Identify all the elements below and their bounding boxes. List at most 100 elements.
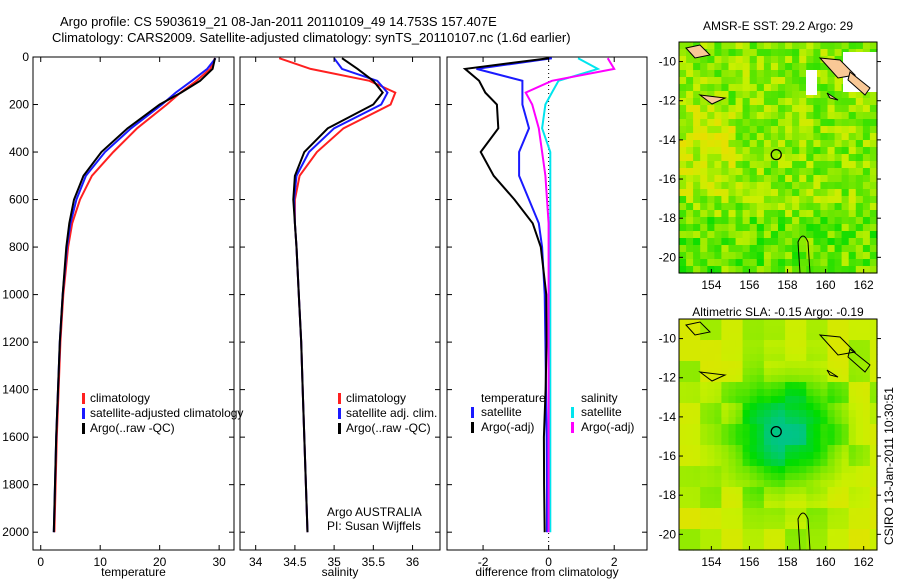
map-cell xyxy=(721,529,730,537)
map-cell xyxy=(770,42,779,50)
map-cell xyxy=(827,49,836,57)
map-cell xyxy=(785,417,793,425)
map-cell xyxy=(749,175,758,183)
map-cell xyxy=(778,112,786,120)
map-cell xyxy=(693,361,701,369)
map-cell xyxy=(820,319,829,327)
map-cell xyxy=(848,238,857,246)
map-cell xyxy=(813,396,822,404)
map-cell xyxy=(806,494,814,502)
map-cell xyxy=(728,459,737,467)
map-cell xyxy=(728,529,737,537)
map-cell xyxy=(820,231,829,239)
map-cell xyxy=(869,431,878,439)
map-cell xyxy=(707,91,715,99)
island-coastline xyxy=(826,92,839,101)
map-cell xyxy=(742,77,751,85)
map-cell xyxy=(742,494,751,502)
map-cell xyxy=(792,431,800,439)
map-cell xyxy=(813,91,822,99)
map-cell xyxy=(848,494,857,502)
map-cell xyxy=(827,154,836,162)
map-cell xyxy=(820,203,829,211)
map-cell xyxy=(855,333,864,341)
map-cell xyxy=(770,410,779,418)
map-cell xyxy=(679,231,687,239)
map-cell xyxy=(799,140,807,148)
map-cell xyxy=(813,501,822,509)
map-cell xyxy=(700,91,708,99)
map-cell xyxy=(799,252,807,260)
map-cell xyxy=(792,382,800,390)
legend-label: Argo(..raw -QC) xyxy=(90,421,175,435)
map-cell xyxy=(785,259,793,267)
map-cell xyxy=(693,473,701,481)
map-cell xyxy=(756,70,765,78)
map-cell xyxy=(792,452,800,460)
map-cell xyxy=(855,382,864,390)
map-cell xyxy=(869,543,878,551)
map-cell xyxy=(862,112,871,120)
map-cell xyxy=(855,403,864,411)
map-cell xyxy=(742,196,751,204)
map-cell xyxy=(869,147,878,155)
map-cell xyxy=(742,245,751,253)
map-cell xyxy=(707,210,715,218)
map-cell xyxy=(714,154,723,162)
map-cell xyxy=(778,515,786,523)
map-cell xyxy=(721,382,730,390)
map-cell xyxy=(693,368,701,376)
map-cell xyxy=(806,522,814,530)
map-cell xyxy=(707,354,715,362)
map-cell xyxy=(742,368,751,376)
map-cell xyxy=(855,105,864,113)
map-cell xyxy=(721,119,730,127)
map-cell xyxy=(756,189,765,197)
map-cell xyxy=(763,480,772,488)
map-cell xyxy=(756,494,765,502)
map-cell xyxy=(742,438,751,446)
y-tick-label: 2000 xyxy=(2,525,29,539)
map-cell xyxy=(806,452,814,460)
map-cell xyxy=(700,231,708,239)
map-cell xyxy=(834,175,843,183)
map-cell xyxy=(686,98,694,106)
map-cell xyxy=(763,396,772,404)
map-cell xyxy=(848,147,857,155)
map-cell xyxy=(778,382,786,390)
map-cell xyxy=(707,389,715,397)
map-cell xyxy=(763,238,772,246)
map-cell xyxy=(827,431,836,439)
map-cell xyxy=(848,91,857,99)
map-cell xyxy=(813,182,822,190)
map-cell xyxy=(693,508,701,516)
map-cell xyxy=(813,49,822,57)
map-cell xyxy=(792,112,800,120)
map-cell xyxy=(820,389,829,397)
map-cell xyxy=(728,112,737,120)
map-cell xyxy=(707,501,715,509)
map-cell xyxy=(785,396,793,404)
map-cell xyxy=(714,396,723,404)
map-cell xyxy=(721,266,730,274)
map-cell xyxy=(799,326,807,334)
y-tick-label: -16 xyxy=(659,449,677,463)
map-frame xyxy=(678,41,878,274)
map-cell xyxy=(820,487,829,495)
map-cell xyxy=(792,189,800,197)
map-cell xyxy=(721,543,730,551)
map-cell xyxy=(806,368,814,376)
map-cell xyxy=(834,382,843,390)
map-cell xyxy=(756,424,765,432)
map-cell xyxy=(785,238,793,246)
map-cell xyxy=(756,217,765,225)
map-cell xyxy=(806,147,814,155)
map-cell xyxy=(679,354,687,362)
map-cell xyxy=(714,389,723,397)
map-cell xyxy=(862,417,871,425)
map-cell xyxy=(693,231,701,239)
map-cell xyxy=(834,245,843,253)
map-cell xyxy=(785,536,793,544)
map-cell xyxy=(693,410,701,418)
